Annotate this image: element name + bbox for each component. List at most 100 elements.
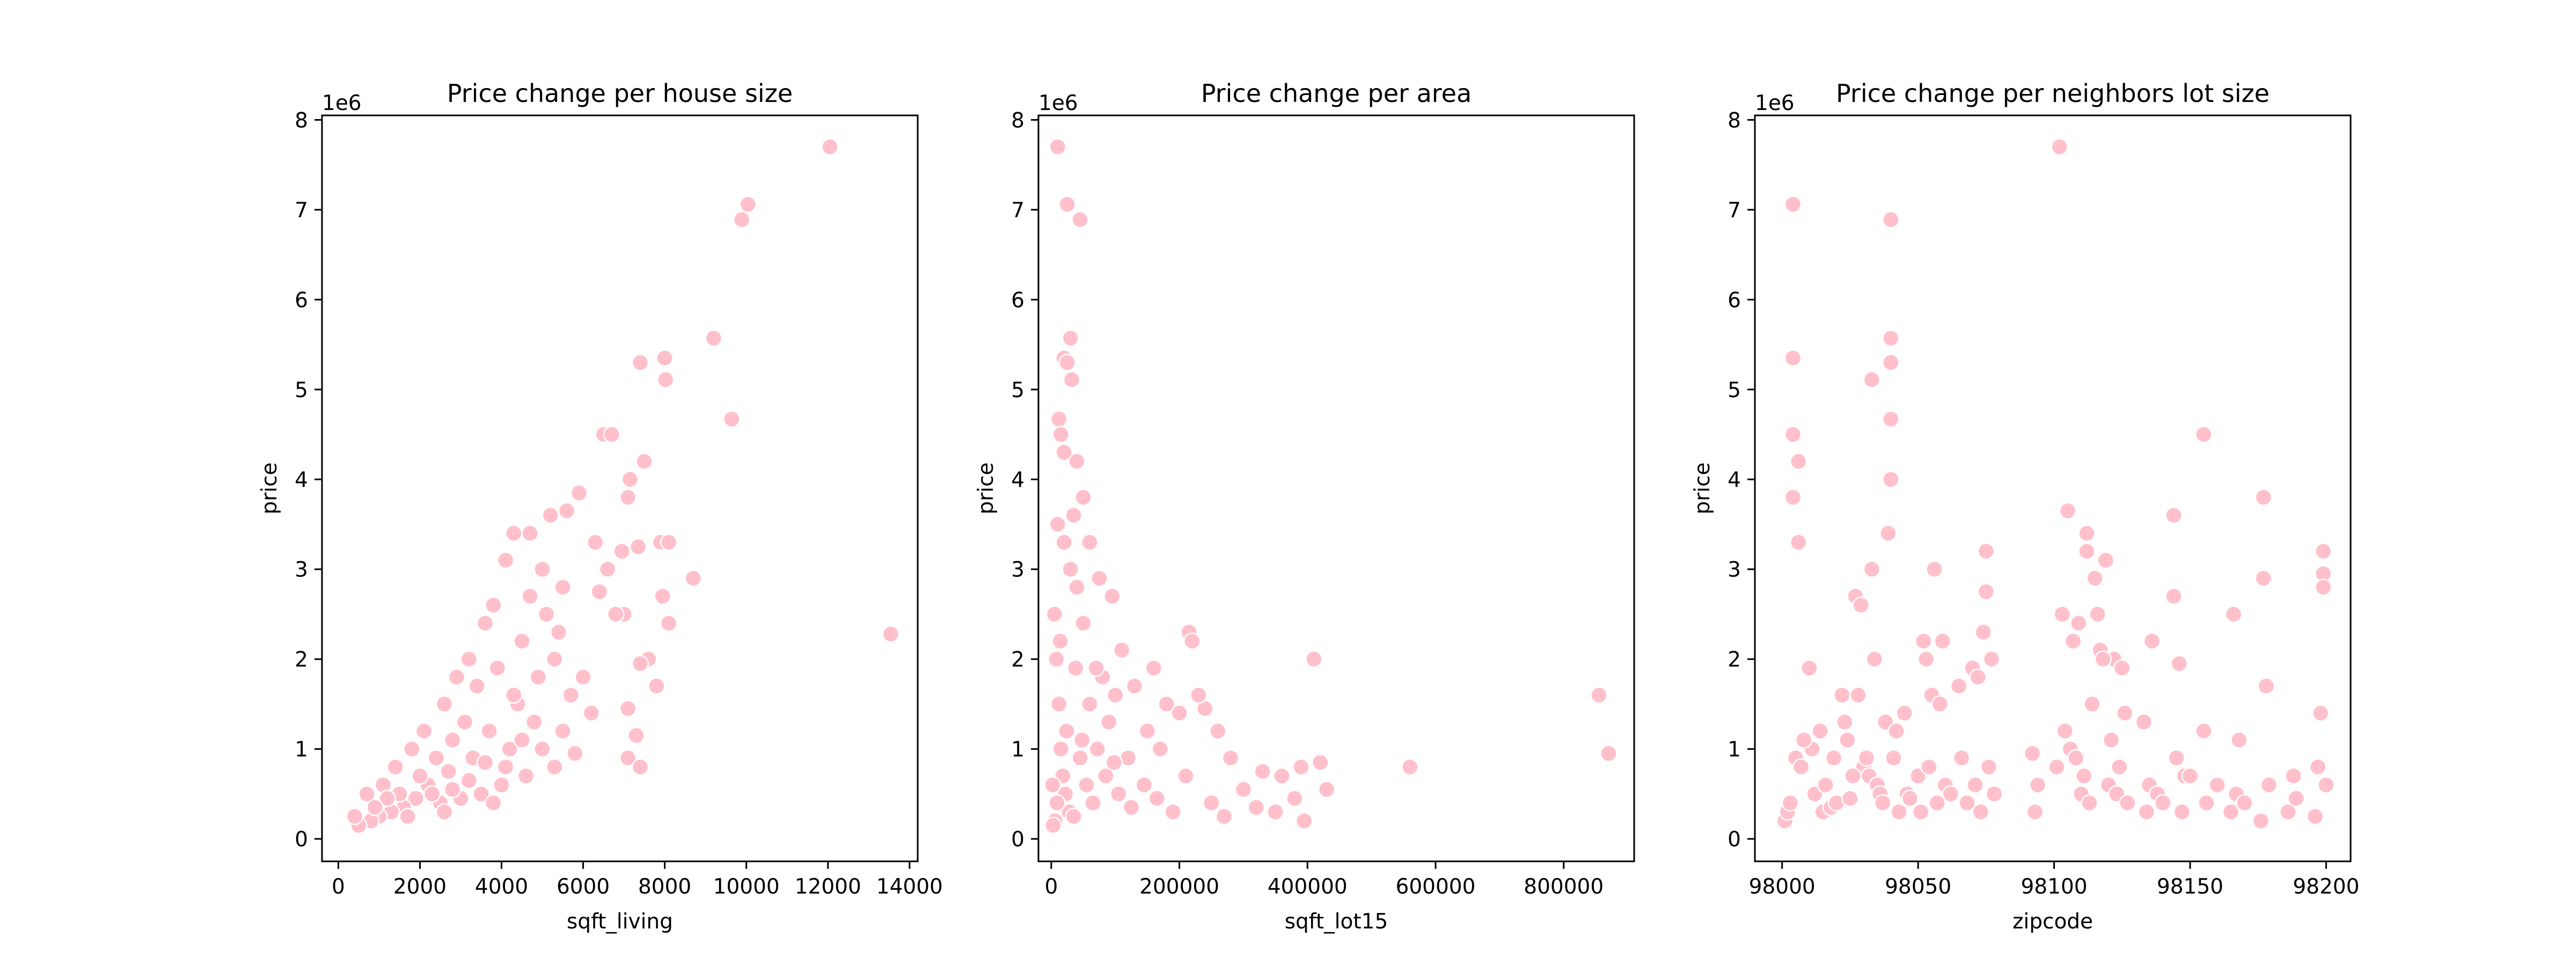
point-neighbors-lot-size-17 bbox=[1879, 524, 1897, 542]
point-area-77 bbox=[1296, 812, 1313, 830]
point-neighbors-lot-size-111 bbox=[1985, 785, 2003, 803]
point-house-size-90 bbox=[411, 767, 429, 785]
point-house-size-12 bbox=[621, 471, 639, 488]
axes-frame-area bbox=[1037, 114, 1635, 862]
point-area-31 bbox=[1209, 722, 1227, 740]
point-house-size-20 bbox=[587, 533, 604, 551]
x-tick-label-neighbors-lot-size-0: 98000 bbox=[1749, 875, 1816, 899]
point-area-53 bbox=[1052, 740, 1070, 758]
point-area-0 bbox=[1049, 138, 1067, 156]
points-house-size bbox=[346, 138, 900, 835]
y-tick-label-house-size-4: 4 bbox=[295, 468, 308, 492]
point-house-size-49 bbox=[488, 659, 507, 677]
point-area-33 bbox=[1190, 686, 1208, 704]
point-neighbors-lot-size-110 bbox=[1980, 758, 1998, 776]
point-area-43 bbox=[1087, 659, 1105, 677]
point-area-1 bbox=[1058, 195, 1076, 214]
point-area-9 bbox=[1055, 443, 1073, 462]
point-house-size-7 bbox=[631, 354, 649, 371]
point-house-size-98 bbox=[485, 794, 502, 812]
point-neighbors-lot-size-6 bbox=[1863, 371, 1881, 389]
point-house-size-81 bbox=[415, 722, 433, 740]
point-neighbors-lot-size-143 bbox=[2317, 776, 2335, 794]
point-house-size-99 bbox=[505, 686, 523, 704]
y-tick-label-neighbors-lot-size-4: 4 bbox=[1728, 468, 1741, 492]
point-area-23 bbox=[1401, 758, 1419, 776]
point-neighbors-lot-size-71 bbox=[2023, 744, 2041, 763]
point-house-size-32 bbox=[627, 727, 645, 744]
x-tick-label-area-1: 200000 bbox=[1139, 875, 1219, 899]
point-area-50 bbox=[1045, 605, 1064, 623]
point-neighbors-lot-size-10 bbox=[1789, 452, 1807, 471]
point-house-size-19 bbox=[613, 542, 631, 560]
point-house-size-36 bbox=[554, 578, 572, 596]
x-tick-label-area-0: 0 bbox=[1044, 875, 1058, 899]
point-house-size-50 bbox=[468, 677, 486, 695]
x-tick-label-house-size-6: 12000 bbox=[795, 875, 861, 899]
point-neighbors-lot-size-23 bbox=[1863, 560, 1881, 578]
x-tick-label-area-2: 400000 bbox=[1268, 875, 1348, 899]
point-neighbors-lot-size-130 bbox=[2173, 803, 2191, 821]
point-neighbors-lot-size-124 bbox=[2119, 794, 2136, 812]
point-house-size-82 bbox=[427, 749, 445, 767]
point-area-59 bbox=[1044, 816, 1062, 835]
y-tick-label-neighbors-lot-size-2: 2 bbox=[1728, 648, 1741, 672]
x-axis-label-area: sqft_lot15 bbox=[1285, 910, 1388, 934]
point-neighbors-lot-size-125 bbox=[2138, 803, 2156, 821]
point-neighbors-lot-size-63 bbox=[1918, 650, 1935, 668]
x-axis-label-neighbors-lot-size: zipcode bbox=[2012, 910, 2093, 934]
axes-frame-neighbors-lot-size bbox=[1754, 114, 2352, 862]
point-house-size-59 bbox=[554, 722, 572, 740]
point-house-size-29 bbox=[631, 655, 649, 672]
point-neighbors-lot-size-82 bbox=[1781, 794, 1799, 812]
point-house-size-24 bbox=[607, 605, 625, 623]
point-neighbors-lot-size-45 bbox=[2285, 767, 2302, 785]
point-neighbors-lot-size-0 bbox=[2051, 138, 2068, 156]
point-neighbors-lot-size-109 bbox=[1972, 803, 1989, 821]
y-offset-label-neighbors-lot-size: 1e6 bbox=[1755, 91, 1795, 115]
point-neighbors-lot-size-107 bbox=[1958, 794, 1976, 812]
point-neighbors-lot-size-4 bbox=[1784, 349, 1802, 367]
point-neighbors-lot-size-56 bbox=[1857, 749, 1876, 767]
point-neighbors-lot-size-75 bbox=[2086, 569, 2104, 587]
point-neighbors-lot-size-102 bbox=[1920, 758, 1938, 776]
point-neighbors-lot-size-142 bbox=[2309, 758, 2327, 776]
point-area-13 bbox=[1081, 533, 1099, 551]
point-area-5 bbox=[1058, 354, 1076, 371]
point-area-74 bbox=[1247, 799, 1265, 816]
point-house-size-55 bbox=[448, 668, 466, 686]
point-neighbors-lot-size-28 bbox=[1977, 583, 1995, 601]
point-area-27 bbox=[1273, 767, 1291, 785]
point-neighbors-lot-size-131 bbox=[2181, 767, 2199, 785]
y-tick-label-area-5: 5 bbox=[1011, 378, 1024, 402]
point-house-size-31 bbox=[619, 700, 637, 718]
x-tick-label-house-size-4: 8000 bbox=[638, 875, 691, 899]
point-area-80 bbox=[1066, 659, 1085, 677]
point-house-size-62 bbox=[566, 744, 584, 763]
point-neighbors-lot-size-9 bbox=[1784, 426, 1802, 443]
point-house-size-76 bbox=[346, 808, 364, 825]
point-house-size-13 bbox=[619, 488, 637, 506]
point-house-size-8 bbox=[656, 371, 675, 389]
y-axis-label-area: price bbox=[974, 462, 998, 514]
point-neighbors-lot-size-108 bbox=[1966, 776, 1984, 794]
point-neighbors-lot-size-138 bbox=[2260, 776, 2278, 794]
point-area-3 bbox=[1062, 330, 1079, 347]
point-area-69 bbox=[1148, 789, 1166, 808]
point-neighbors-lot-size-101 bbox=[1912, 803, 1930, 821]
y-axis-label-house-size: price bbox=[258, 462, 282, 514]
point-neighbors-lot-size-99 bbox=[1901, 789, 1919, 808]
y-tick-label-neighbors-lot-size-0: 0 bbox=[1728, 828, 1741, 852]
point-house-size-51 bbox=[456, 713, 474, 731]
point-neighbors-lot-size-123 bbox=[2110, 758, 2128, 776]
y-tick-label-area-0: 0 bbox=[1011, 828, 1024, 852]
point-neighbors-lot-size-103 bbox=[1928, 794, 1946, 812]
y-tick-label-house-size-6: 6 bbox=[295, 288, 308, 312]
chart-title-area: Price change per area bbox=[1201, 79, 1472, 108]
x-tick-label-house-size-5: 10000 bbox=[713, 875, 780, 899]
point-area-45 bbox=[1074, 614, 1092, 632]
point-neighbors-lot-size-60 bbox=[1887, 722, 1905, 740]
point-house-size-39 bbox=[505, 524, 523, 542]
point-area-64 bbox=[1084, 794, 1102, 812]
point-house-size-35 bbox=[562, 686, 580, 704]
